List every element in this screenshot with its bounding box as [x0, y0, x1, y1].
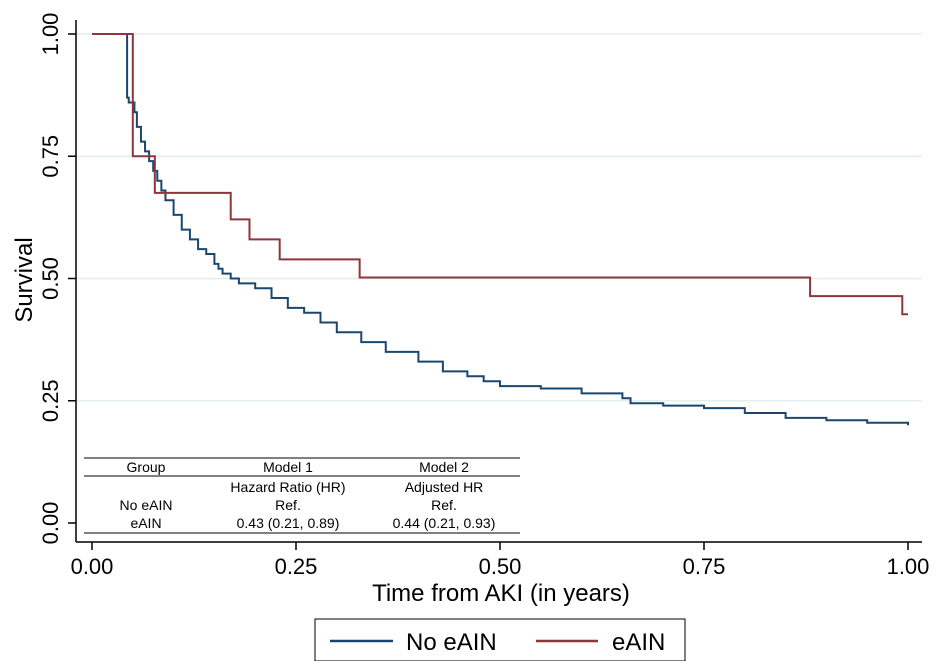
hazard-ratio-table: Group Model 1 Model 2 Hazard Ratio (HR) …	[84, 457, 520, 534]
y-tick-label: 0.25	[38, 379, 63, 422]
x-tick-label: 0.00	[71, 554, 114, 579]
x-tick-label: 1.00	[887, 554, 930, 579]
x-tick-label: 0.25	[275, 554, 318, 579]
series-layer	[92, 33, 909, 426]
y-tick-label: 1.00	[38, 13, 63, 56]
x-tick-label: 0.50	[479, 554, 522, 579]
x-axis-title: Time from AKI (in years)	[372, 580, 630, 607]
series-no-eain-line	[92, 33, 909, 426]
legend-label-no-eain: No eAIN	[406, 629, 497, 656]
x-ticks: 0.00 0.25 0.50 0.75 1.00	[71, 542, 930, 579]
table-cell-group-eain: eAIN	[130, 515, 161, 531]
axes	[75, 20, 922, 543]
x-tick-label: 0.75	[683, 554, 726, 579]
table-cell-model2-eain: 0.44 (0.21, 0.93)	[393, 515, 496, 531]
table-cell-model1-no-eain: Ref.	[275, 497, 301, 513]
gridlines	[76, 33, 922, 402]
table-header-group: Group	[127, 459, 166, 475]
table-subheader-model2: Adjusted HR	[405, 479, 484, 495]
legend-label-eain: eAIN	[612, 629, 665, 656]
table-cell-group-no-eain: No eAIN	[120, 497, 173, 513]
y-ticks: 0.00 0.25 0.50 0.75 1.00	[38, 13, 76, 545]
table-subheader-model1: Hazard Ratio (HR)	[230, 479, 345, 495]
y-tick-label: 0.00	[38, 502, 63, 545]
table-cell-model1-eain: 0.43 (0.21, 0.89)	[237, 515, 340, 531]
y-axis-title: Survival	[11, 237, 38, 322]
table-header-model1: Model 1	[263, 459, 313, 475]
y-tick-label: 0.75	[38, 135, 63, 178]
series-eain-line	[92, 33, 908, 316]
table-header-model2: Model 2	[419, 459, 469, 475]
legend: No eAIN eAIN	[314, 618, 686, 661]
table-cell-model2-no-eain: Ref.	[431, 497, 457, 513]
y-tick-label: 0.50	[38, 257, 63, 300]
